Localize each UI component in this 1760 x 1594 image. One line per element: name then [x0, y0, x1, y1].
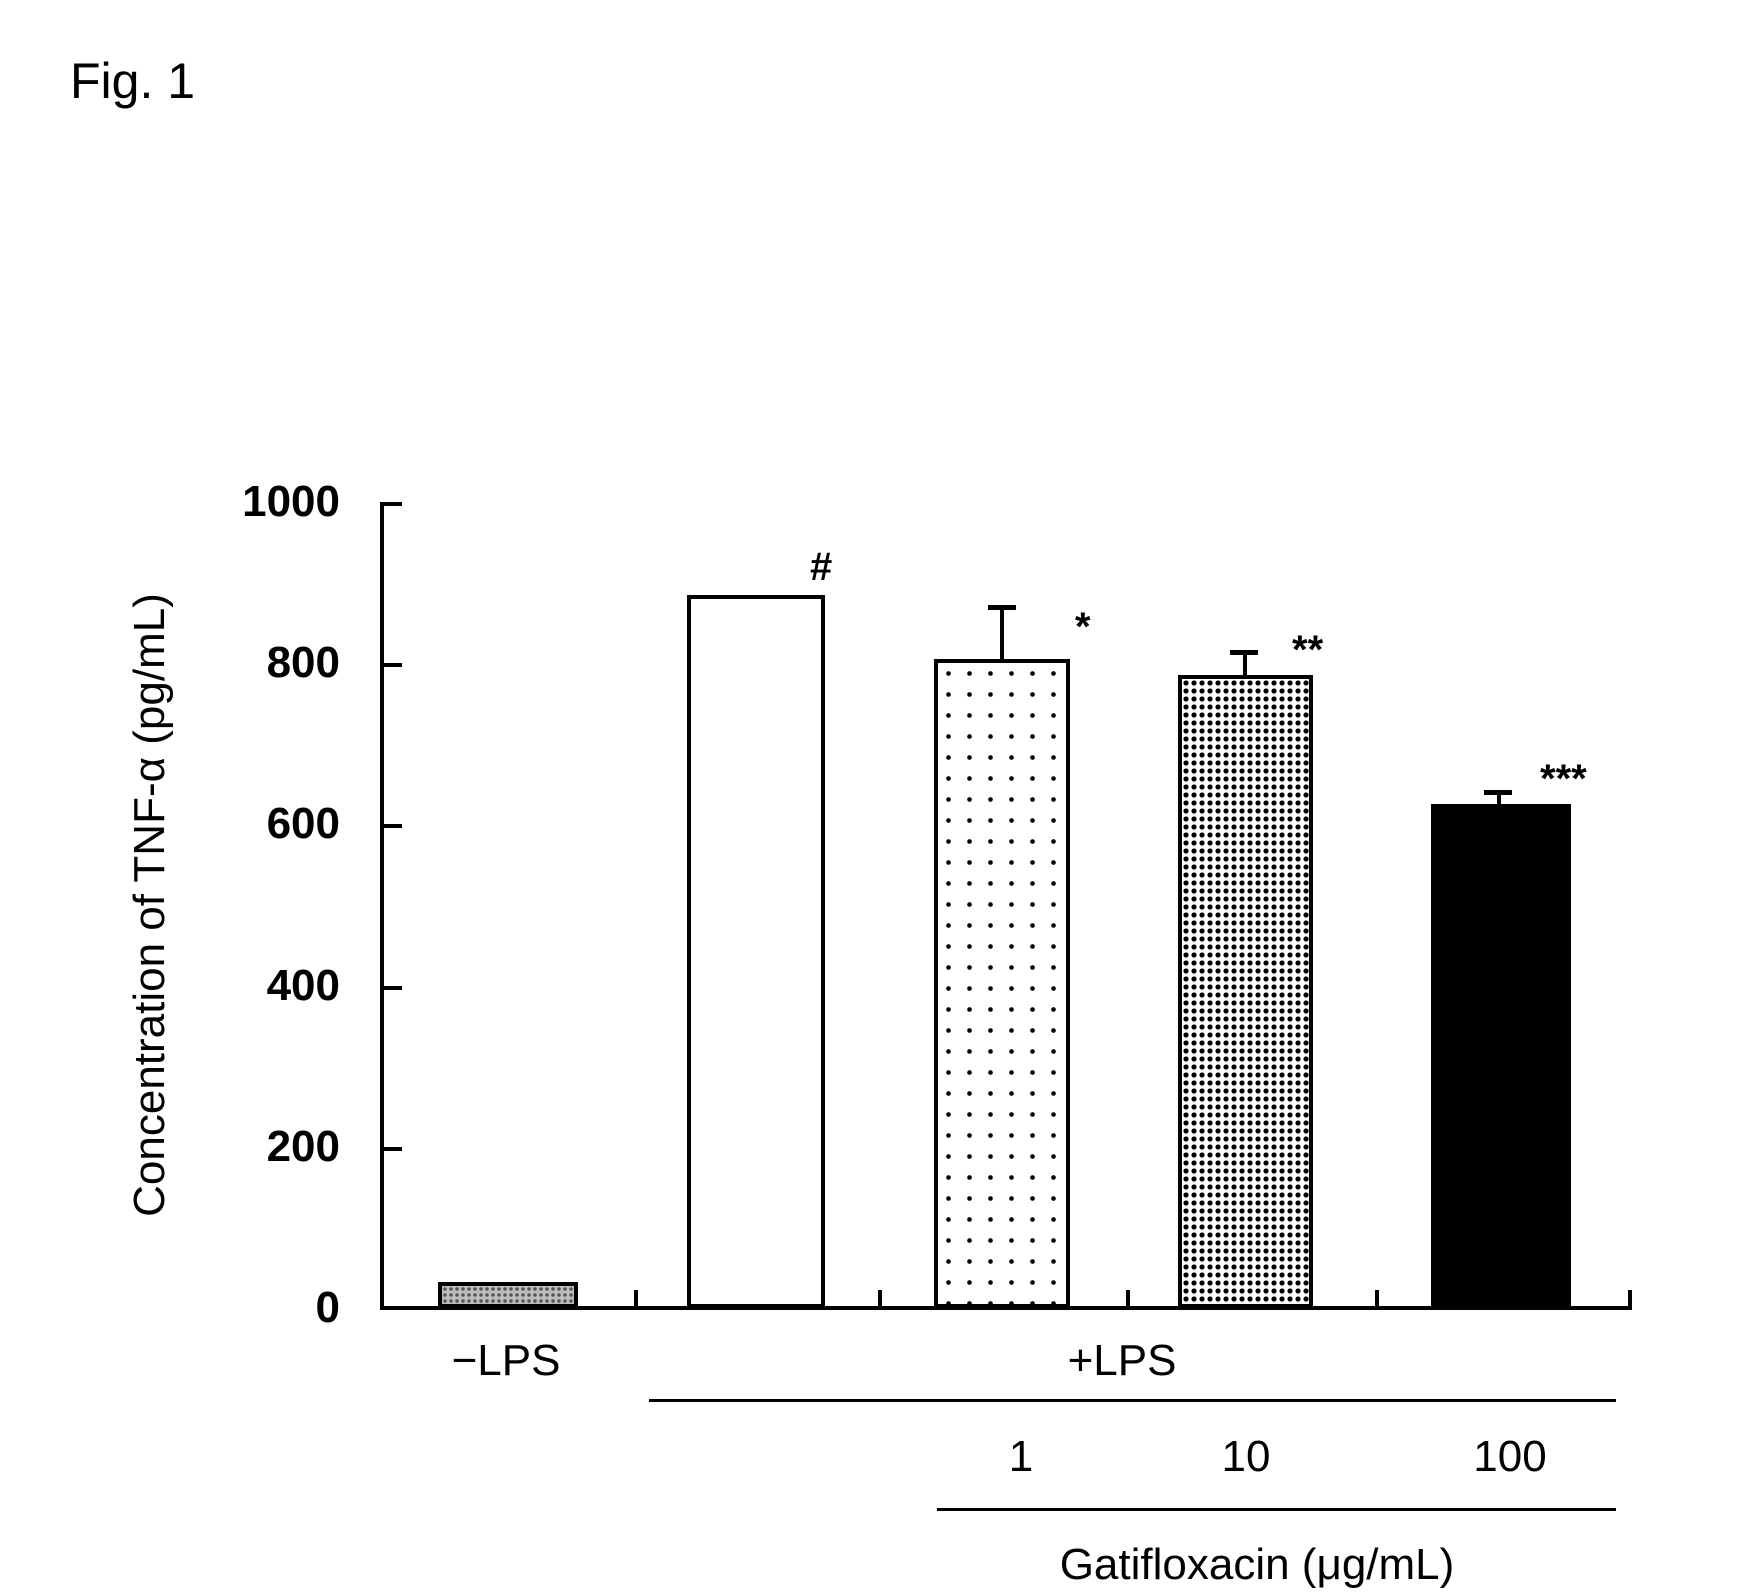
error-bar-1 [1000, 607, 1004, 663]
bar-gatifloxacin-10 [1178, 675, 1313, 1308]
bar-lps-control [687, 595, 825, 1308]
y-tick-0: 0 [220, 1283, 340, 1333]
y-tick-800: 800 [220, 638, 340, 688]
y-tick-600: 600 [220, 799, 340, 849]
significance-double-star: ** [1292, 628, 1323, 673]
y-tick-400: 400 [220, 961, 340, 1011]
y-tick-mark-600 [380, 824, 402, 828]
figure-label: Fig. 1 [70, 52, 195, 110]
x-tick-mark-4 [1375, 1290, 1379, 1308]
group-label-minus-lps: −LPS [452, 1336, 561, 1386]
group-label-plus-lps: +LPS [1068, 1336, 1177, 1386]
significance-triple-star: *** [1540, 757, 1587, 802]
y-axis-line [380, 502, 384, 1310]
error-cap-100 [1484, 790, 1512, 795]
x-tick-mark-2 [878, 1290, 882, 1308]
significance-single-star: * [1075, 605, 1091, 650]
significance-hash: # [810, 545, 832, 590]
error-cap-1 [988, 605, 1016, 610]
gatifloxacin-bracket-line [937, 1508, 1616, 1511]
dose-label-1: 1 [1009, 1432, 1033, 1482]
y-tick-mark-400 [380, 986, 402, 990]
bar-minus-lps [438, 1282, 578, 1308]
x-tick-mark-3 [1126, 1290, 1130, 1308]
error-cap-10 [1230, 650, 1258, 655]
plus-lps-bracket-line [649, 1399, 1616, 1402]
y-tick-mark-1000 [380, 502, 402, 506]
dose-label-10: 10 [1222, 1432, 1271, 1482]
x-tick-mark-5 [1628, 1290, 1632, 1308]
y-tick-1000: 1000 [220, 477, 340, 527]
y-tick-mark-200 [380, 1147, 402, 1151]
bar-gatifloxacin-1 [934, 659, 1070, 1308]
x-tick-mark-1 [634, 1290, 638, 1308]
y-tick-mark-800 [380, 663, 402, 667]
y-tick-200: 200 [220, 1122, 340, 1172]
x-axis-title: Gatifloxacin (μg/mL) [1060, 1540, 1455, 1590]
bar-gatifloxacin-100 [1431, 804, 1571, 1308]
y-axis-label: Concentration of TNF-α (pg/mL) [125, 593, 175, 1217]
dose-label-100: 100 [1473, 1432, 1546, 1482]
